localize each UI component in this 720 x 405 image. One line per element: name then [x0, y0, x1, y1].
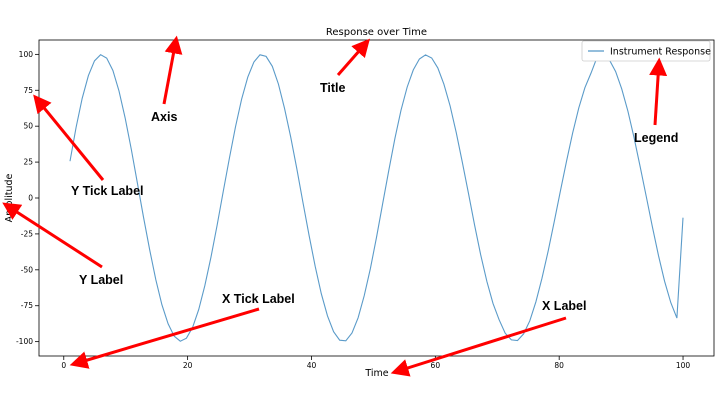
annotation-label-y-label: Y Label — [79, 273, 123, 287]
x-tick-label: 20 — [183, 361, 193, 370]
series-line-0 — [69, 54, 684, 342]
y-tick-label: -75 — [21, 301, 33, 310]
annotation-label-axis: Axis — [151, 110, 177, 124]
annotation-arrow-y-label — [2, 202, 103, 269]
y-axis-label: Amplitude — [4, 174, 15, 223]
annotation-arrow-legend — [649, 57, 668, 126]
y-tick-label: 75 — [23, 86, 33, 95]
annotation-arrow-axis — [162, 35, 183, 105]
x-axis-label: Time — [364, 368, 388, 379]
y-tick-label: 50 — [23, 122, 33, 131]
annotation-label-title: Title — [320, 81, 346, 95]
annotation-label-legend: Legend — [634, 131, 678, 145]
annotation-arrow-x-label — [390, 316, 567, 377]
x-tick-label: 80 — [554, 361, 564, 370]
annotation-arrow-x-tick-label — [69, 307, 260, 369]
annotation-label-x-tick-label: X Tick Label — [222, 292, 295, 306]
x-tick-label: 60 — [431, 361, 441, 370]
legend-box — [581, 40, 711, 62]
annotation-label-x-label: X Label — [542, 299, 586, 313]
x-tick-label: 40 — [307, 361, 317, 370]
y-tick-label: -25 — [21, 229, 33, 238]
y-tick-label: -100 — [16, 337, 33, 346]
y-tick-label: 25 — [23, 158, 33, 167]
legend-entry: Instrument Response — [610, 47, 711, 58]
x-tick-label: 100 — [676, 361, 691, 370]
y-tick-label: 0 — [28, 194, 33, 203]
y-tick-label: 100 — [19, 50, 34, 59]
annotation-arrow-title — [336, 38, 370, 76]
annotation-label-y-tick-label: Y Tick Label — [71, 184, 144, 198]
x-tick-label: 0 — [61, 361, 66, 370]
y-tick-label: -50 — [21, 265, 33, 274]
chart-title: Response over Time — [326, 27, 427, 38]
annotation-arrow-y-tick-label — [33, 94, 105, 181]
legend: Instrument Response — [581, 40, 711, 62]
